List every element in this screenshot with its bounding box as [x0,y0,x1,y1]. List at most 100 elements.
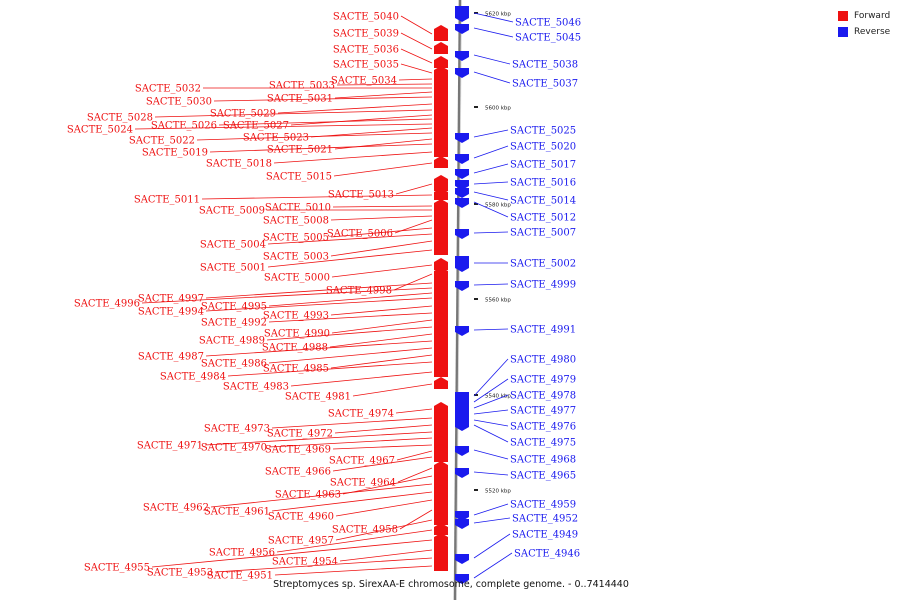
gene-label: SACTE_4966 [265,467,331,478]
gene-leader-line [473,163,509,174]
gene-leader-line [196,132,433,141]
gene-label: SACTE_5037 [512,79,578,90]
gene-label: SACTE_4981 [285,392,351,403]
gene-label: SACTE_5016 [510,178,576,189]
gene-leader-line [473,145,509,159]
gene-feature [434,232,448,248]
gene-sacte-5003: SACTE_5003 [263,232,448,263]
gene-leader-line [399,509,433,530]
gene-label: SACTE_4997 [138,294,204,305]
gene-label: SACTE_4967 [329,456,395,467]
gene-label: SACTE_4958 [332,525,398,536]
scale-tick-label: 5540 kbp [485,394,511,400]
gene-label: SACTE_4994 [138,307,204,318]
gene-sacte-5012: SACTE_5012 [455,198,576,224]
gene-feature [455,326,469,336]
gene-sacte-4966: SACTE_4966 [265,450,448,478]
scale-tick-label: 5560 kbp [485,298,511,304]
gene-label: SACTE_4991 [510,325,576,336]
gene-label: SACTE_5029 [210,109,276,120]
gene-sacte-5010: SACTE_5010 [265,199,448,214]
gene-label: SACTE_5025 [510,126,576,137]
gene-label: SACTE_5034 [331,76,397,87]
backbone-line [453,0,462,600]
gene-leader-line [393,273,433,291]
chromosome-backbone [453,0,462,600]
gene-sacte-5038: SACTE_5038 [455,51,578,71]
gene-label: SACTE_5010 [265,203,331,214]
gene-leader-line [329,333,433,348]
gene-sacte-5001: SACTE_5001 [200,243,448,274]
gene-leader-line [473,533,511,559]
gene-leader-line [331,319,433,334]
gene-sacte-5040: SACTE_5040 [333,12,448,41]
gene-label: SACTE_5019 [142,148,208,159]
gene-label: SACTE_4955 [84,563,150,574]
forward-swatch [838,10,848,21]
gene-label: SACTE_4957 [268,536,334,547]
gene-leader-line [473,394,509,409]
gene-leader-line [473,328,509,331]
gene-sacte-5017: SACTE_5017 [455,160,576,179]
gene-leader-line [395,183,433,195]
gene-leader-line [473,283,509,286]
gene-leader-line [290,371,433,387]
gene-sacte-4998: SACTE_4998 [326,267,448,297]
gene-sacte-4975: SACTE_4975 [455,421,576,449]
gene-label: SACTE_4998 [326,286,392,297]
gene-label: SACTE_5035 [333,60,399,71]
gene-label: SACTE_5026 [151,121,217,132]
gene-leader-line [205,340,433,357]
gene-sacte-5020: SACTE_5020 [455,142,576,164]
gene-feature [434,513,448,525]
gene-label: SACTE_4969 [265,445,331,456]
gene-sacte-4991: SACTE_4991 [455,325,576,336]
gene-label: SACTE_4993 [263,311,329,322]
gene-leader-line [335,519,433,541]
gene-label: SACTE_5032 [135,84,201,95]
map-caption: Streptomyces sp. SirexAA-E chromosome, c… [273,579,629,590]
gene-sacte-4984: SACTE_4984 [160,353,448,383]
reverse-swatch [838,26,848,37]
gene-label: SACTE_5039 [333,29,399,40]
gene-leader-line [473,12,514,23]
gene-leader-line [400,63,433,74]
gene-feature [434,551,448,563]
gene-sacte-5039: SACTE_5039 [333,29,448,54]
gene-label: SACTE_4992 [201,318,267,329]
scale-tick-mark [474,106,478,108]
gene-label: SACTE_4956 [209,548,275,559]
gene-leader-line [334,91,433,99]
gene-leader-line [214,557,433,573]
gene-sacte-4974: SACTE_4974 [328,402,448,420]
gene-feature [434,353,448,369]
gene-feature [455,188,469,198]
gene-feature [455,281,469,291]
gene-leader-line [141,287,433,304]
gene-leader-line [271,417,433,429]
gene-sacte-4949: SACTE_4949 [455,530,578,564]
gene-sacte-5015: SACTE_5015 [266,156,448,183]
gene-leader-line [268,347,433,364]
gene-label: SACTE_5015 [266,172,332,183]
gene-label: SACTE_5004 [200,240,266,251]
scale-tick-mark [474,12,478,14]
gene-leader-line [310,127,433,138]
gene-leader-line [227,361,433,377]
gene-label: SACTE_4949 [512,530,578,541]
gene-leader-line [339,549,433,562]
gene-sacte-4955: SACTE_4955 [84,533,448,574]
gene-sacte-5000: SACTE_5000 [264,258,448,284]
gene-leader-line [332,205,433,208]
legend-label-reverse: Reverse [854,26,891,37]
legend-item-forward: Forward [838,8,890,23]
gene-feature [434,501,448,517]
gene-label: SACTE_5009 [199,206,265,217]
gene-sacte-4981: SACTE_4981 [285,377,448,403]
gene-leader-line [273,151,433,164]
gene-feature [434,56,448,68]
legend: Forward Reverse [838,8,890,40]
gene-feature [434,533,448,545]
forward-genes: SACTE_5040 SACTE_5039 SACTE_5036 SACTE_5035… [67,12,448,582]
gene-label: SACTE_4980 [510,355,576,366]
